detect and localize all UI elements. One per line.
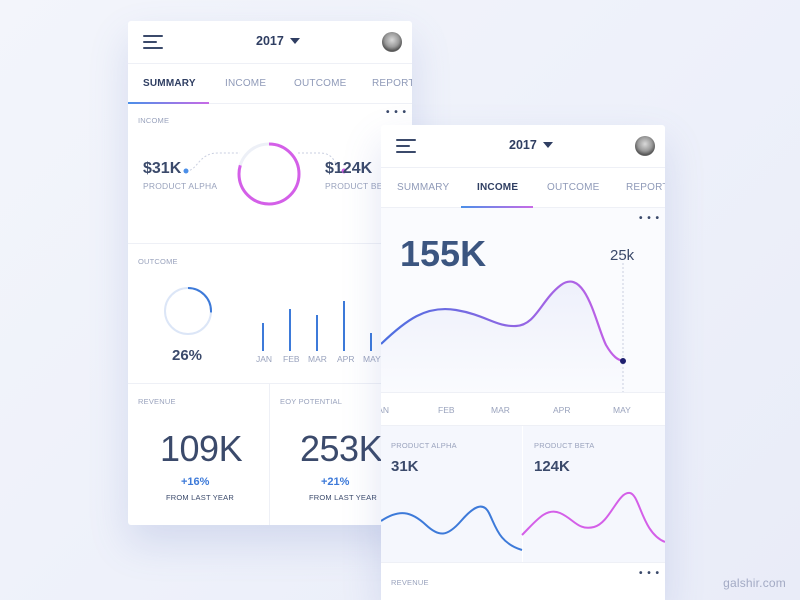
caret-down-icon xyxy=(289,37,300,44)
ring-progress xyxy=(164,287,212,335)
tab-reports[interactable]: REPORTS xyxy=(372,78,412,89)
divider xyxy=(522,426,523,562)
tab-summary[interactable]: SUMMARY xyxy=(397,182,450,193)
year-selector[interactable]: 2017 xyxy=(509,138,553,152)
month-label: MAR xyxy=(491,405,510,415)
revenue-change: +16% xyxy=(181,476,210,488)
tab-outcome[interactable]: OUTCOME xyxy=(547,182,600,193)
revenue-value: 109K xyxy=(160,428,243,469)
divider xyxy=(381,425,665,426)
alpha-value: $31K xyxy=(143,160,182,177)
income-tabs: SUMMARY INCOME OUTCOME REPORTS xyxy=(381,167,665,208)
avatar[interactable] xyxy=(635,136,655,156)
month-label: MAR xyxy=(308,354,327,364)
income-line xyxy=(381,280,624,363)
avatar[interactable] xyxy=(382,32,402,52)
product-beta-sparkline xyxy=(521,492,665,543)
caret-down-icon xyxy=(542,141,553,148)
income-line-chart xyxy=(381,263,626,393)
year-label: 2017 xyxy=(256,34,284,48)
year-label: 2017 xyxy=(509,138,537,152)
hamburger-icon[interactable] xyxy=(396,139,418,153)
divider xyxy=(128,383,412,384)
active-tab-indicator xyxy=(128,102,209,104)
tab-reports[interactable]: REPORTS xyxy=(626,182,665,193)
bar-mar xyxy=(316,315,318,351)
revenue-label: REVENUE xyxy=(391,578,429,587)
tab-summary[interactable]: SUMMARY xyxy=(143,78,196,89)
bar-may xyxy=(370,333,372,351)
tab-income[interactable]: INCOME xyxy=(225,78,267,89)
bar-apr xyxy=(343,301,345,351)
alpha-dot xyxy=(183,168,189,174)
month-label: APR xyxy=(553,405,571,415)
product-beta-value: 124K xyxy=(534,458,570,475)
month-label: APR xyxy=(337,354,355,364)
product-alpha-sparkline xyxy=(381,505,523,551)
year-selector[interactable]: 2017 xyxy=(256,34,300,48)
income-total: 155K xyxy=(400,233,487,274)
products-panel xyxy=(381,426,665,562)
watermark: galshir.com xyxy=(723,576,786,590)
more-options-icon[interactable]: • • • xyxy=(639,213,661,224)
month-label: FEB xyxy=(438,405,455,415)
income-card: 2017 SUMMARY INCOME OUTCOME REPORTS • • … xyxy=(381,125,665,600)
connector-alpha xyxy=(185,152,240,172)
alpha-label: PRODUCT ALPHA xyxy=(143,181,218,191)
alpha-line xyxy=(381,505,523,551)
month-label: JAN xyxy=(256,354,273,364)
marker-value: 25k xyxy=(610,247,635,264)
month-label: FEB xyxy=(283,354,300,364)
divider xyxy=(381,562,665,563)
more-options-icon[interactable]: • • • xyxy=(386,107,408,118)
summary-tabs: SUMMARY INCOME OUTCOME REPORTS xyxy=(128,63,412,104)
month-label: MAY xyxy=(363,354,381,364)
product-beta-label: PRODUCT BETA xyxy=(534,441,595,450)
eoy-value: 253K xyxy=(300,428,383,469)
revenue-label: REVENUE xyxy=(138,397,176,406)
beta-label: PRODUCT BETA xyxy=(325,181,394,191)
income-section-label: INCOME xyxy=(138,116,170,125)
divider xyxy=(269,383,270,525)
beta-value: $124K xyxy=(325,160,373,177)
bar-feb xyxy=(289,309,291,351)
divider xyxy=(128,243,412,244)
summary-card: 2017 SUMMARY INCOME OUTCOME REPORTS INCO… xyxy=(128,21,412,525)
beta-dot xyxy=(341,168,347,174)
outcome-section-label: OUTCOME xyxy=(138,257,178,266)
bar-jan xyxy=(262,323,264,351)
tab-outcome[interactable]: OUTCOME xyxy=(294,78,347,89)
income-donut-chart xyxy=(183,142,347,206)
beta-line xyxy=(521,492,665,543)
eoy-label: EOY POTENTIAL xyxy=(280,397,343,406)
summary-topbar: 2017 xyxy=(128,21,412,63)
eoy-note: FROM LAST YEAR xyxy=(309,493,377,502)
product-alpha-label: PRODUCT ALPHA xyxy=(391,441,457,450)
revenue-note: FROM LAST YEAR xyxy=(166,493,234,502)
more-options-icon[interactable]: • • • xyxy=(639,568,661,579)
product-alpha-value: 31K xyxy=(391,458,419,475)
divider xyxy=(381,392,665,393)
outcome-percent: 26% xyxy=(172,347,203,364)
hamburger-icon[interactable] xyxy=(143,35,165,49)
income-topbar: 2017 xyxy=(381,125,665,167)
month-label: JAN xyxy=(381,405,390,415)
marker-dot[interactable] xyxy=(620,358,626,364)
donut-beta-arc xyxy=(237,142,301,206)
tab-income[interactable]: INCOME xyxy=(477,182,519,193)
outcome-ring-chart xyxy=(164,287,212,335)
month-label: MAY xyxy=(613,405,631,415)
eoy-change: +21% xyxy=(321,476,350,488)
active-tab-indicator xyxy=(461,206,533,208)
